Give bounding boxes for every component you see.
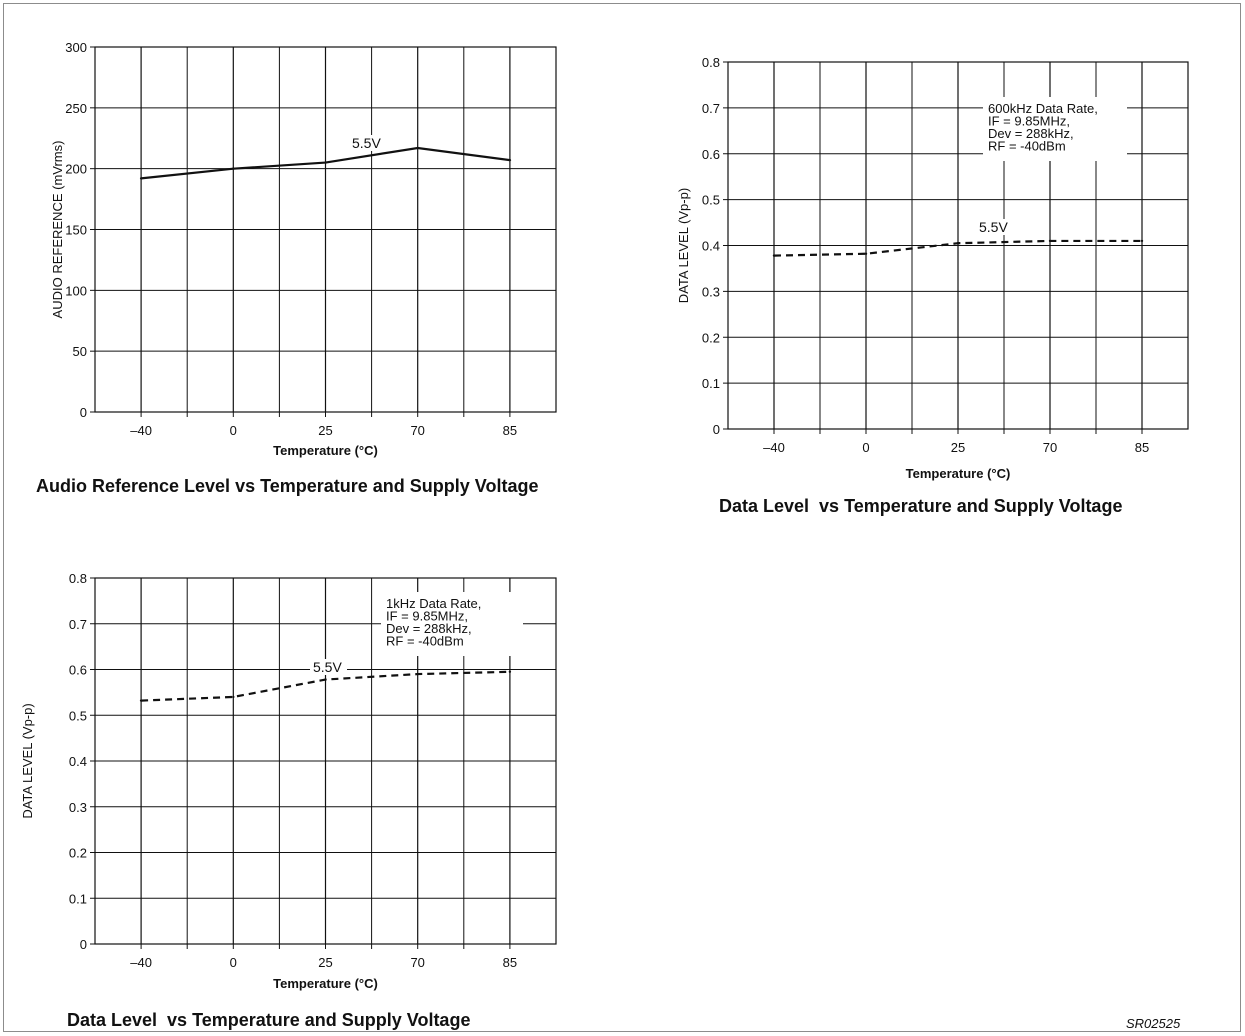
figure-code: SR02525 bbox=[1126, 1016, 1181, 1031]
chart-2-caption: Data Level vs Temperature and Supply Vol… bbox=[719, 496, 1123, 516]
plot-border bbox=[94, 46, 557, 413]
data-point bbox=[772, 254, 776, 257]
y-tick-label: 0.7 bbox=[702, 101, 720, 116]
annotation-line: Dev = 288kHz, bbox=[386, 621, 472, 636]
data-point bbox=[139, 699, 143, 702]
y-tick-label: 200 bbox=[65, 162, 87, 177]
x-tick-label: 0 bbox=[230, 423, 237, 438]
figure-frame bbox=[3, 3, 1241, 1032]
plot-border bbox=[94, 577, 557, 945]
data-point bbox=[508, 158, 512, 162]
x-tick-label: 70 bbox=[1043, 440, 1057, 455]
y-axis-label: DATA LEVEL (Vp-p) bbox=[20, 703, 35, 818]
y-tick-label: 0.3 bbox=[702, 284, 720, 299]
x-tick-label: 85 bbox=[503, 423, 517, 438]
series-label: 5.5V bbox=[979, 219, 1008, 235]
plot-border bbox=[727, 61, 1189, 430]
y-tick-label: 300 bbox=[65, 40, 87, 55]
y-tick-label: 0.2 bbox=[702, 330, 720, 345]
annotation-line: 600kHz Data Rate, bbox=[988, 101, 1098, 116]
chart-3: 0 0.1 0.2 0.3 0.4 0.5 0.6 0.7 0.8 –40 0 25 70 85 Tempe… bbox=[20, 571, 557, 991]
x-tick-label: 85 bbox=[1135, 440, 1149, 455]
data-point bbox=[324, 678, 327, 681]
y-tick-label: 0.2 bbox=[69, 846, 87, 861]
x-tick-label: 70 bbox=[410, 423, 424, 438]
y-tick-label: 0.4 bbox=[69, 754, 87, 769]
series-label-background bbox=[349, 135, 386, 151]
y-tick-label: 0 bbox=[713, 422, 720, 437]
data-point bbox=[956, 242, 960, 245]
annotation-line: IF = 9.85MHz, bbox=[386, 609, 468, 624]
y-tick-label: 150 bbox=[65, 223, 87, 238]
data-point bbox=[232, 695, 235, 699]
y-tick-label: 0.8 bbox=[702, 55, 720, 70]
y-tick-label: 100 bbox=[65, 283, 87, 298]
y-tick-label: 0.6 bbox=[702, 147, 720, 162]
data-point bbox=[1048, 239, 1052, 243]
y-tick-label: 50 bbox=[73, 344, 87, 359]
data-point bbox=[1140, 239, 1144, 243]
y-tick-label: 250 bbox=[65, 101, 87, 116]
x-axis-label: Temperature (°C) bbox=[906, 466, 1011, 481]
y-axis-label: DATA LEVEL (Vp-p) bbox=[676, 188, 691, 303]
x-axis-label: Temperature (°C) bbox=[273, 443, 378, 458]
series-label: 5.5V bbox=[352, 135, 381, 151]
data-point bbox=[508, 670, 512, 673]
x-tick-label: 0 bbox=[862, 440, 869, 455]
x-tick-label: 85 bbox=[503, 955, 517, 970]
y-tick-label: 0.6 bbox=[69, 663, 87, 678]
y-tick-label: 0.5 bbox=[702, 193, 720, 208]
x-tick-label: 25 bbox=[318, 955, 332, 970]
x-tick-label: –40 bbox=[130, 955, 152, 970]
series-label: 5.5V bbox=[313, 659, 342, 675]
annotation-background bbox=[983, 97, 1127, 161]
y-tick-label: 0.1 bbox=[69, 891, 87, 906]
x-tick-label: 25 bbox=[318, 423, 332, 438]
y-tick-label: 0.5 bbox=[69, 708, 87, 723]
series-label-background bbox=[976, 219, 1013, 235]
data-point bbox=[324, 161, 327, 164]
series-label-background bbox=[310, 659, 347, 675]
data-point bbox=[139, 177, 143, 180]
annotation-line: RF = -40dBm bbox=[988, 139, 1066, 154]
chart-1: 0 50 100 150 200 250 300 –40 0 25 70 85 Temperature … bbox=[50, 40, 557, 458]
chart-3-caption: Data Level vs Temperature and Supply Vol… bbox=[67, 1010, 471, 1030]
data-point bbox=[416, 146, 419, 150]
y-tick-label: 0.1 bbox=[702, 376, 720, 391]
x-tick-label: –40 bbox=[763, 440, 785, 455]
y-axis-label: AUDIO REFERENCE (mVrms) bbox=[50, 141, 65, 319]
chart-1-caption: Audio Reference Level vs Temperature and… bbox=[36, 476, 539, 496]
data-point bbox=[232, 167, 235, 170]
data-point bbox=[416, 672, 419, 676]
x-tick-label: 0 bbox=[230, 955, 237, 970]
x-tick-label: 70 bbox=[410, 955, 424, 970]
annotation-line: 1kHz Data Rate, bbox=[386, 596, 481, 611]
y-tick-label: 0 bbox=[80, 405, 87, 420]
annotation-line: RF = -40dBm bbox=[386, 634, 464, 649]
annotation-background bbox=[381, 592, 523, 656]
y-tick-label: 0 bbox=[80, 937, 87, 952]
data-point bbox=[864, 252, 868, 255]
y-tick-label: 0.3 bbox=[69, 800, 87, 815]
y-tick-label: 0.4 bbox=[702, 239, 720, 254]
y-tick-label: 0.8 bbox=[69, 571, 87, 586]
annotation-line: IF = 9.85MHz, bbox=[988, 114, 1070, 129]
chart-2: 0 0.1 0.2 0.3 0.4 0.5 0.6 0.7 0.8 –40 0 25 70 85 Tempe… bbox=[676, 55, 1189, 481]
x-axis-label: Temperature (°C) bbox=[273, 976, 378, 991]
x-tick-label: –40 bbox=[130, 423, 152, 438]
annotation-line: Dev = 288kHz, bbox=[988, 126, 1074, 141]
x-tick-label: 25 bbox=[951, 440, 965, 455]
y-tick-label: 0.7 bbox=[69, 617, 87, 632]
